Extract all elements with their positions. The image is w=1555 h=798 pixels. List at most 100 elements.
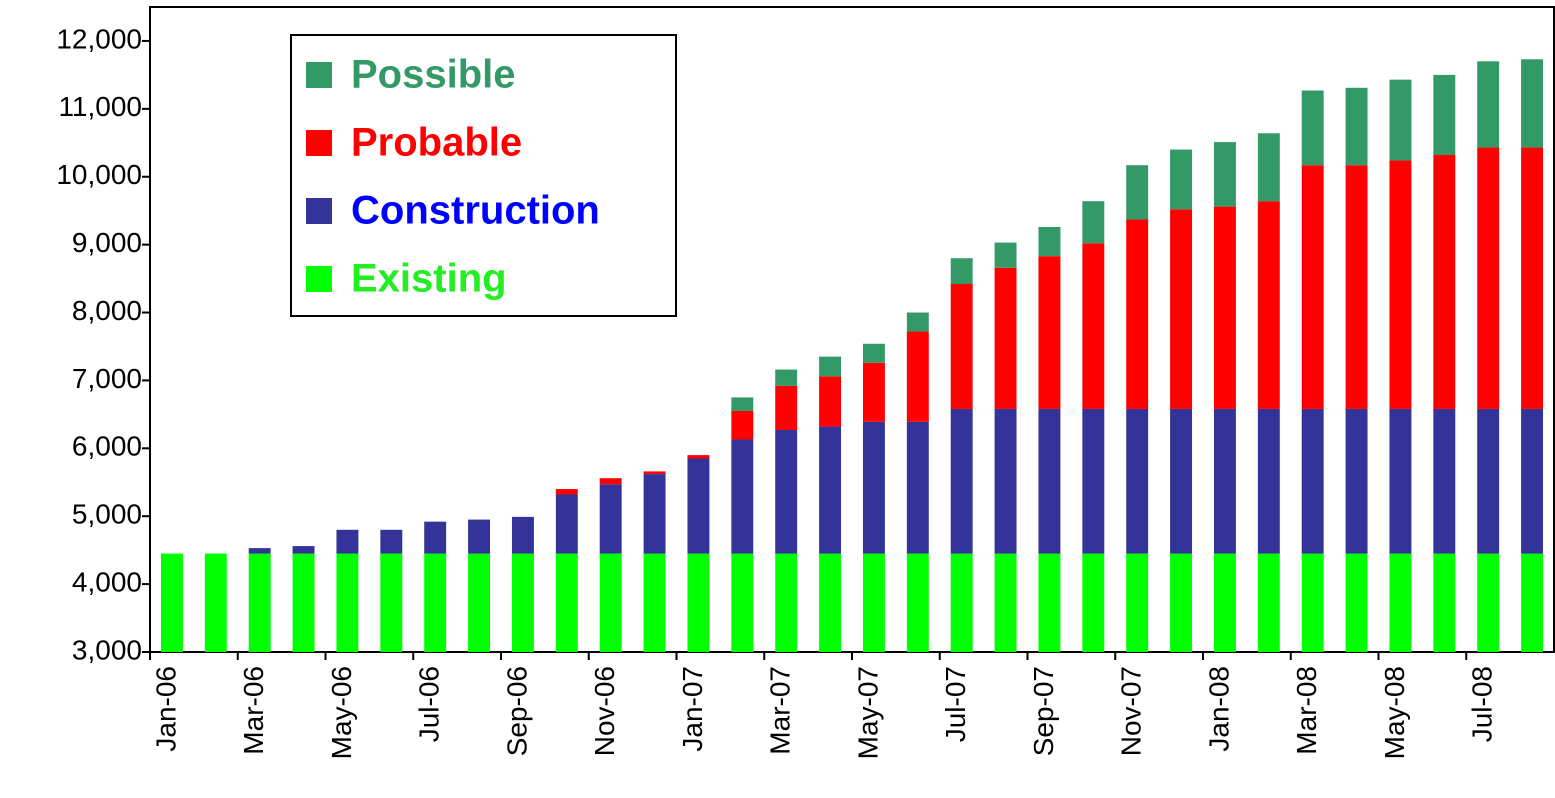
bar-segment (160, 553, 183, 652)
bar-segment (1126, 553, 1149, 652)
bar-segment (1213, 553, 1236, 652)
bar-segment (643, 474, 666, 554)
bar-segment (555, 494, 578, 554)
bar-segment (248, 553, 271, 652)
legend-label: Possible (351, 53, 516, 97)
legend-label: Construction (351, 189, 600, 233)
bar-segment (906, 312, 929, 332)
bar-segment (424, 553, 447, 652)
bar-segment (1345, 408, 1368, 554)
bar-segment (950, 408, 973, 554)
bar-segment (994, 408, 1017, 554)
bar-segment (1301, 90, 1324, 166)
legend-swatch (306, 198, 332, 224)
bar-segment (1433, 74, 1456, 156)
bar-segment (1213, 142, 1236, 207)
y-tick-label: 6,000 (72, 431, 142, 462)
bar-segment (1521, 147, 1544, 409)
bar-segment (731, 553, 754, 652)
bar-segment (819, 553, 842, 652)
bar-segment (1126, 408, 1149, 554)
bar-segment (731, 410, 754, 440)
x-tick-label: Mar-06 (238, 666, 269, 755)
bar-segment (1433, 408, 1456, 554)
bar-segment (468, 519, 491, 554)
bar-segment (292, 553, 315, 652)
bar-segment (819, 426, 842, 554)
bar-segment (1082, 553, 1105, 652)
y-tick-label: 5,000 (72, 499, 142, 530)
x-tick-label: May-06 (326, 666, 357, 759)
bar-segment (1345, 165, 1368, 409)
bar-segment (599, 484, 622, 554)
bar-segment (1521, 408, 1544, 554)
y-tick-label: 3,000 (72, 634, 142, 665)
bar-segment (1257, 408, 1280, 554)
bar-segment (994, 267, 1017, 409)
bar-segment (1389, 160, 1412, 409)
x-tick-label: Jul-07 (940, 666, 971, 742)
bar-segment (511, 516, 534, 554)
y-tick-label: 11,000 (58, 91, 142, 122)
bar-segment (511, 553, 534, 652)
y-tick-label: 7,000 (72, 363, 142, 394)
legend-swatch (306, 266, 332, 292)
bar-segment (1170, 149, 1193, 210)
bar-segment (468, 553, 491, 652)
x-tick-label: Sep-07 (1028, 666, 1059, 756)
bar-segment (1082, 408, 1105, 554)
bar-segment (1257, 201, 1280, 409)
bar-segment (1477, 553, 1500, 652)
bar-segment (687, 553, 710, 652)
x-tick-label: Nov-07 (1116, 666, 1147, 756)
legend-box (290, 34, 677, 317)
bar-segment (819, 356, 842, 377)
bar-segment (950, 284, 973, 409)
bar-segment (775, 553, 798, 652)
bar-segment (336, 553, 359, 652)
y-tick-label: 4,000 (72, 566, 142, 597)
bar-segment (1170, 553, 1193, 652)
bar-segment (1257, 553, 1280, 652)
y-tick-label: 10,000 (56, 159, 142, 190)
bar-segment (862, 553, 885, 652)
bar-segment (643, 471, 666, 475)
bar-segment (731, 439, 754, 554)
bar-segment (1126, 165, 1149, 220)
bar-segment (1170, 209, 1193, 409)
y-tick-label: 12,000 (56, 23, 142, 54)
bar-segment (555, 489, 578, 495)
bar-segment (906, 421, 929, 554)
legend-label: Existing (351, 257, 507, 301)
bar-segment (424, 521, 447, 554)
x-tick-label: May-08 (1379, 666, 1410, 759)
x-tick-label: May-07 (852, 666, 883, 759)
bar-segment (1433, 155, 1456, 409)
bar-segment (1389, 553, 1412, 652)
bar-segment (555, 553, 578, 652)
legend-label: Probable (351, 121, 522, 165)
bar-segment (731, 397, 754, 411)
bar-segment (1521, 553, 1544, 652)
bar-segment (1345, 87, 1368, 166)
bar-segment (292, 546, 315, 554)
x-tick-label: Nov-06 (589, 666, 620, 756)
bar-segment (1477, 147, 1500, 409)
bar-segment (336, 529, 359, 554)
bar-segment (204, 553, 227, 652)
bar-segment (1170, 408, 1193, 554)
x-tick-label: Jan-07 (677, 666, 708, 752)
bar-segment (1389, 408, 1412, 554)
bar-segment (599, 553, 622, 652)
bar-segment (994, 242, 1017, 268)
bar-segment (248, 548, 271, 554)
x-tick-label: Jan-06 (150, 666, 181, 752)
bar-segment (994, 553, 1017, 652)
bar-segment (1257, 133, 1280, 202)
x-tick-label: Jul-08 (1467, 666, 1498, 742)
bar-segment (862, 421, 885, 554)
bar-segment (775, 369, 798, 386)
bar-segment (906, 553, 929, 652)
bar-segment (1126, 219, 1149, 409)
